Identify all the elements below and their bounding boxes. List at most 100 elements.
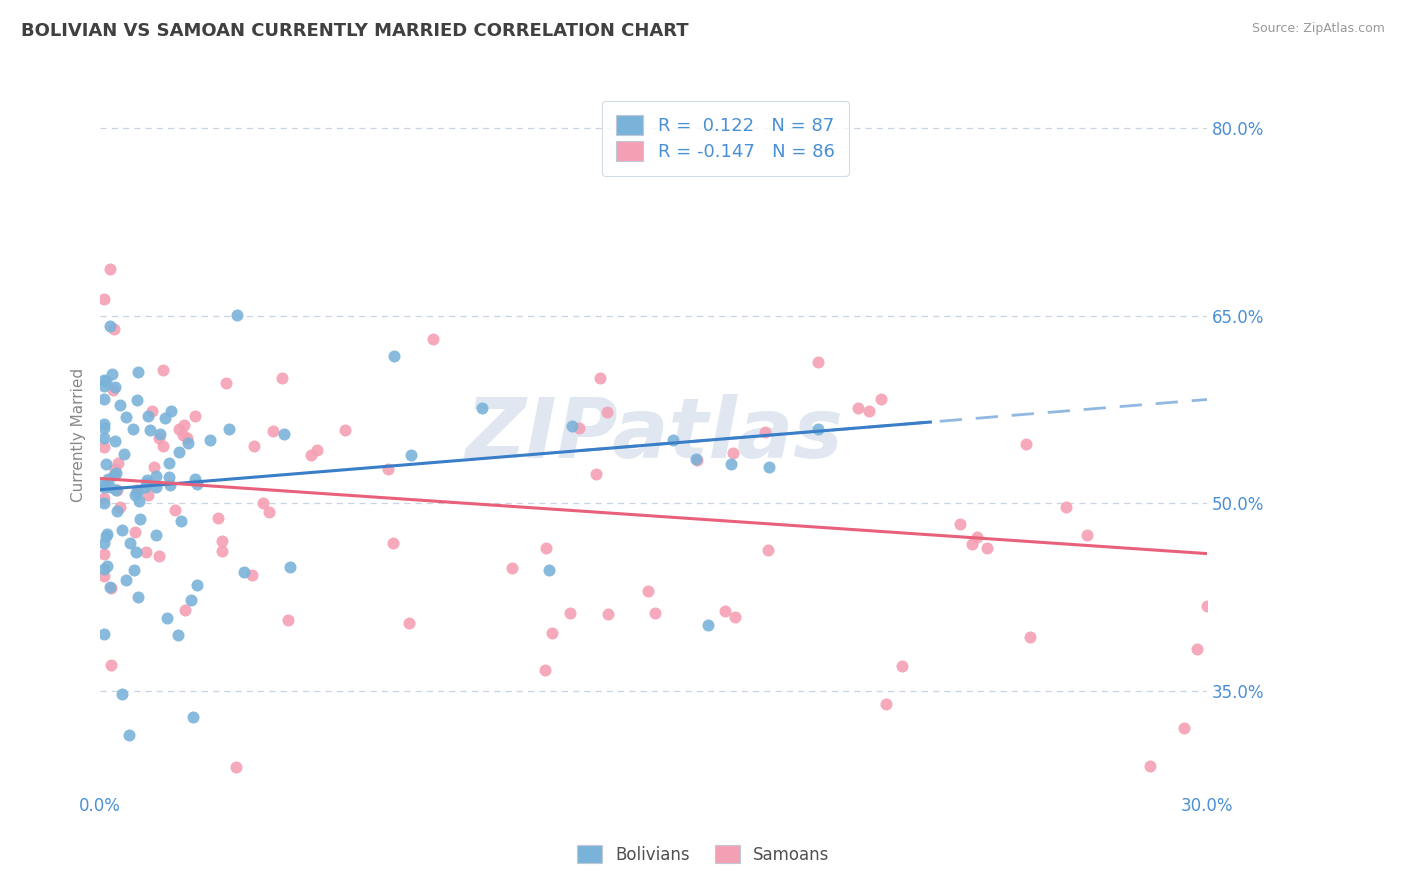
Point	[890, 659, 912, 673]
Point	[98, 580, 121, 594]
Point	[198, 433, 221, 447]
Point	[124, 525, 146, 540]
Point	[136, 475, 159, 490]
Point	[104, 434, 127, 449]
Point	[93, 392, 115, 406]
Point	[538, 563, 561, 577]
Point	[534, 664, 557, 678]
Point	[93, 480, 115, 494]
Point	[93, 431, 115, 445]
Point	[471, 401, 494, 415]
Point	[120, 536, 142, 550]
Point	[96, 558, 118, 573]
Point	[96, 529, 118, 543]
Point	[104, 466, 127, 480]
Point	[807, 355, 830, 369]
Point	[139, 423, 162, 437]
Point	[966, 530, 988, 544]
Point	[128, 494, 150, 508]
Point	[93, 569, 115, 583]
Point	[1173, 722, 1195, 736]
Point	[540, 625, 562, 640]
Point	[93, 535, 115, 549]
Point	[720, 457, 742, 471]
Point	[121, 422, 143, 436]
Point	[157, 456, 180, 470]
Point	[596, 405, 619, 419]
Point	[724, 610, 747, 624]
Point	[124, 487, 146, 501]
Point	[118, 728, 141, 742]
Point	[596, 607, 619, 621]
Text: Source: ZipAtlas.com: Source: ZipAtlas.com	[1251, 22, 1385, 36]
Point	[98, 480, 121, 494]
Point	[107, 457, 129, 471]
Point	[103, 468, 125, 483]
Point	[152, 363, 174, 377]
Point	[870, 392, 893, 406]
Point	[558, 606, 581, 620]
Point	[561, 418, 583, 433]
Point	[299, 448, 322, 462]
Point	[93, 562, 115, 576]
Point	[180, 593, 202, 607]
Point	[277, 613, 299, 627]
Point	[127, 484, 149, 499]
Point	[173, 417, 195, 432]
Point	[129, 512, 152, 526]
Point	[135, 545, 157, 559]
Point	[278, 559, 301, 574]
Point	[252, 496, 274, 510]
Point	[145, 528, 167, 542]
Point	[207, 510, 229, 524]
Point	[754, 425, 776, 439]
Point	[167, 627, 190, 641]
Point	[159, 404, 181, 418]
Point	[111, 687, 134, 701]
Point	[100, 658, 122, 673]
Point	[122, 564, 145, 578]
Point	[273, 427, 295, 442]
Point	[170, 514, 193, 528]
Point	[101, 383, 124, 397]
Legend: Bolivians, Samoans: Bolivians, Samoans	[569, 838, 837, 871]
Point	[155, 611, 177, 625]
Point	[381, 536, 404, 550]
Point	[501, 560, 523, 574]
Point	[124, 545, 146, 559]
Point	[225, 759, 247, 773]
Point	[143, 460, 166, 475]
Point	[382, 349, 405, 363]
Point	[105, 483, 128, 497]
Point	[758, 460, 780, 475]
Point	[93, 626, 115, 640]
Point	[148, 431, 170, 445]
Point	[215, 376, 238, 391]
Point	[157, 470, 180, 484]
Point	[148, 549, 170, 563]
Point	[96, 457, 118, 471]
Point	[422, 332, 444, 346]
Point	[93, 417, 115, 431]
Point	[127, 483, 149, 497]
Point	[145, 468, 167, 483]
Point	[1019, 630, 1042, 644]
Point	[93, 476, 115, 491]
Point	[93, 496, 115, 510]
Point	[183, 409, 205, 423]
Text: ZIPatlas: ZIPatlas	[464, 394, 842, 475]
Point	[134, 480, 156, 494]
Point	[135, 473, 157, 487]
Point	[568, 421, 591, 435]
Point	[167, 422, 190, 436]
Point	[262, 425, 284, 439]
Point	[1056, 500, 1078, 515]
Point	[756, 543, 779, 558]
Point	[97, 472, 120, 486]
Y-axis label: Currently Married: Currently Married	[72, 368, 86, 501]
Point	[807, 422, 830, 436]
Point	[138, 488, 160, 502]
Point	[181, 709, 204, 723]
Point	[174, 602, 197, 616]
Point	[93, 373, 115, 387]
